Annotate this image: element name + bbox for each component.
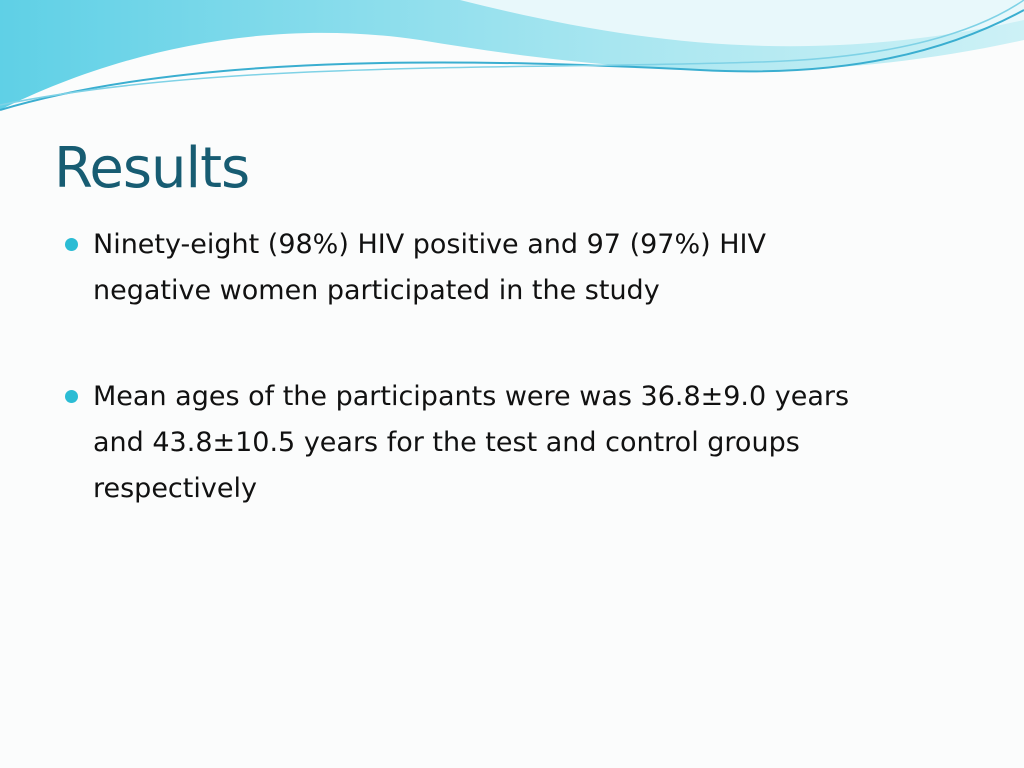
bullet-line: negative women participated in the study <box>93 275 660 306</box>
bullet: Ninety-eight (98%) HIV positive and 97 (… <box>65 222 766 314</box>
bullet: Mean ages of the participants were was 3… <box>65 374 850 512</box>
bullet-line: respectively <box>93 473 257 504</box>
bullet-line: and 43.8±10.5 years for the test and con… <box>93 427 800 458</box>
bullet-dot <box>65 390 78 403</box>
header-waves <box>0 0 1024 111</box>
slide-title: Results <box>54 136 250 201</box>
bullet-line: Mean ages of the participants were was 3… <box>93 381 850 412</box>
bullet-dot <box>65 238 78 251</box>
bullet-line: Ninety-eight (98%) HIV positive and 97 (… <box>93 229 766 260</box>
